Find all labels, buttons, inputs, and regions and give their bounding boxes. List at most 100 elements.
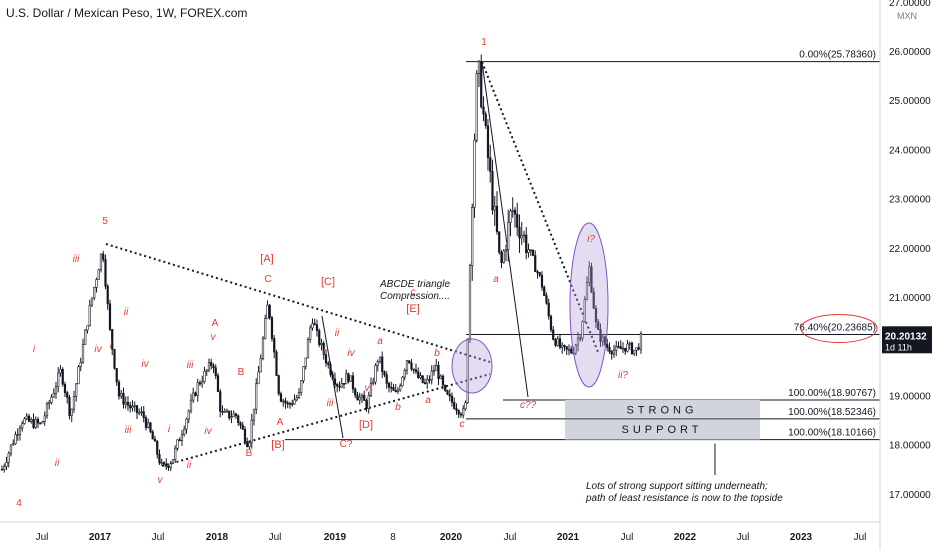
candle-body (345, 373, 348, 385)
wave-label: ii? (618, 370, 628, 381)
candle-body (597, 321, 600, 330)
candle-body (275, 351, 278, 376)
fib-level-label: 0.00%(25.78360) (799, 50, 876, 61)
candle-body (203, 370, 206, 382)
candle-body (266, 304, 269, 319)
wave-label: b (395, 402, 401, 413)
candle-body (189, 399, 193, 412)
candle-body (468, 265, 472, 340)
candle-body (538, 272, 541, 276)
candle-body (286, 402, 289, 405)
support-zone: STRONG SUPPORT (565, 399, 760, 475)
candle-body (590, 266, 593, 293)
candle-body (615, 346, 618, 351)
candle-body (23, 418, 26, 424)
candle-body (428, 379, 431, 381)
candle-body (385, 374, 388, 384)
candle-body (324, 354, 328, 364)
candle-body (68, 397, 71, 416)
time-tick-label: Jul (36, 532, 49, 543)
candle-body (66, 392, 69, 398)
price-tick-label: 21.00000 (889, 293, 931, 304)
fib-levels: 0.00%(25.78360) 76.40%(20.23685) 100.00%(1… (285, 50, 880, 441)
candle-body (612, 349, 616, 355)
candle-body (500, 252, 503, 263)
candle-body (279, 393, 283, 402)
price-tick-label: 26.00000 (889, 47, 931, 58)
support-zone-lower (565, 419, 760, 440)
candle-body (446, 390, 449, 395)
candle-body (88, 304, 91, 327)
candle-body (192, 392, 195, 401)
time-tick-label: 2018 (206, 532, 229, 543)
candle-body (140, 411, 143, 413)
candle-body (495, 205, 499, 232)
wave-label: i (110, 340, 113, 351)
candle-body (475, 73, 478, 141)
candle-body (552, 329, 555, 340)
candle-body (486, 125, 490, 158)
candle-body (592, 291, 595, 309)
candle-body (120, 393, 123, 397)
wave-label: ii (335, 328, 340, 339)
wave-label: i (323, 346, 326, 357)
candle-body (93, 287, 96, 299)
candle-body (349, 375, 352, 382)
candle-body (372, 381, 375, 384)
wave-label: c (411, 287, 416, 298)
candle-body (432, 370, 436, 372)
candle-body (111, 329, 114, 350)
wave-label: v (211, 332, 217, 343)
candle-body (43, 415, 46, 422)
candle-body (304, 357, 307, 367)
candle-body (108, 303, 112, 330)
candle-body (63, 383, 67, 393)
candle-body (39, 422, 42, 425)
candle-body (273, 338, 276, 353)
candle-body (97, 269, 100, 280)
candle-body (156, 440, 159, 455)
candle-body (149, 422, 152, 433)
candle-body (513, 209, 517, 215)
wave-label: B (238, 367, 245, 378)
candle-body (25, 415, 28, 420)
candle-body (549, 315, 553, 331)
candle-body (77, 366, 80, 385)
wave-label: A (277, 417, 284, 428)
candle-body (99, 253, 103, 271)
candle-body (576, 337, 580, 346)
candle-body (210, 362, 213, 366)
candle-body (563, 345, 566, 347)
triangle-note-line: Compression.... (380, 291, 450, 302)
candle-body (561, 345, 564, 348)
candle-body (558, 338, 562, 348)
time-tick-label: Jul (504, 532, 517, 543)
candle-body (18, 427, 22, 435)
time-axis[interactable]: Jul 2017 Jul 2018 Jul 2019 8 2020 Jul 2021 Jul 2022… (0, 521, 880, 543)
candle-body (489, 157, 492, 172)
candle-body (216, 375, 220, 392)
wave-i-ellipse (569, 222, 609, 388)
candle-body (277, 375, 280, 395)
candle-body (516, 213, 519, 228)
wave-label: C (264, 274, 271, 285)
candle-body (399, 385, 402, 391)
candle-body (534, 255, 537, 272)
highlight-ellipses (451, 222, 609, 394)
candle-body (27, 415, 31, 422)
candle-body (356, 394, 359, 401)
price-axis[interactable]: 27.00000 26.00000 25.00000 24.00000 23.00000… (879, 0, 932, 550)
candle-body (378, 356, 382, 362)
candle-body (50, 396, 53, 404)
candle-body (493, 205, 496, 211)
time-tick-label: Jul (152, 532, 165, 543)
candle-body (268, 304, 271, 318)
fib-level-label: 100.00%(18.10166) (788, 428, 876, 439)
candle-body (36, 419, 40, 424)
candle-body (122, 393, 125, 405)
candle-body (547, 302, 550, 317)
candle-body (223, 410, 226, 413)
price-tick-label: 27.00000 (889, 0, 931, 9)
triangle-apex-ellipse (451, 338, 493, 394)
